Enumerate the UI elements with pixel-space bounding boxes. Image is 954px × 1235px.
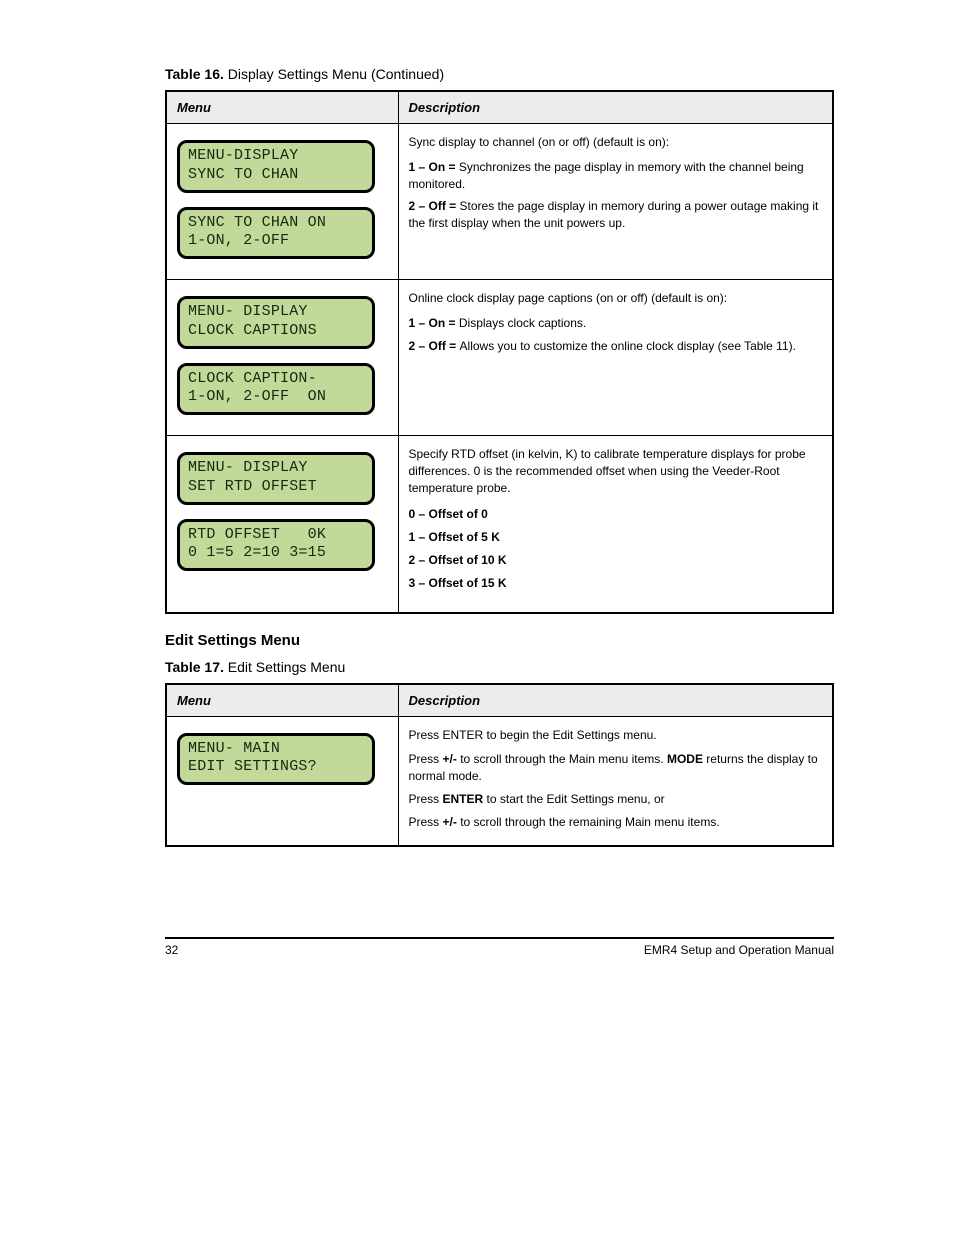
edit-settings-heading: Edit Settings Menu <box>165 632 834 649</box>
table-row: MENU- DISPLAY CLOCK CAPTIONS CLOCK CAPTI… <box>166 280 833 436</box>
lcd-screen: MENU-DISPLAY SYNC TO CHAN <box>177 140 375 193</box>
row-description: Press ENTER to begin the Edit Settings m… <box>398 716 833 845</box>
manual-title: EMR4 Setup and Operation Manual <box>644 943 834 957</box>
page-footer: 32 EMR4 Setup and Operation Manual <box>165 943 834 957</box>
lcd-screen: MENU- DISPLAY SET RTD OFFSET <box>177 452 375 505</box>
table-row: MENU-DISPLAY SYNC TO CHAN SYNC TO CHAN O… <box>166 124 833 280</box>
lcd-screen: SYNC TO CHAN ON 1-ON, 2-OFF <box>177 207 375 260</box>
row-description: Specify RTD offset (in kelvin, K) to cal… <box>398 436 833 613</box>
lcd-screen: MENU- DISPLAY CLOCK CAPTIONS <box>177 296 375 349</box>
page-number: 32 <box>165 943 178 957</box>
table-row: MENU- MAIN EDIT SETTINGS? Press ENTER to… <box>166 716 833 845</box>
table17-title-prefix: Table 17. <box>165 659 224 675</box>
edit-settings-table: Menu Description MENU- MAIN EDIT SETTING… <box>165 683 834 847</box>
lcd-screen: MENU- MAIN EDIT SETTINGS? <box>177 733 375 786</box>
table-row: MENU- DISPLAY SET RTD OFFSET RTD OFFSET … <box>166 436 833 613</box>
table17-col1-header: Menu <box>166 684 398 717</box>
table17-col2-header: Description <box>398 684 833 717</box>
row-description: Online clock display page captions (on o… <box>398 280 833 436</box>
table16-col2-header: Description <box>398 91 833 124</box>
footer-rule <box>165 937 834 939</box>
lcd-screen: CLOCK CAPTION- 1-ON, 2-OFF ON <box>177 363 375 416</box>
table16-col1-header: Menu <box>166 91 398 124</box>
table16-title-rest: Display Settings Menu (Continued) <box>224 66 444 82</box>
lcd-screen: RTD OFFSET 0K 0 1=5 2=10 3=15 <box>177 519 375 572</box>
row-description: Sync display to channel (on or off) (def… <box>398 124 833 280</box>
table16-title-prefix: Table 16. <box>165 66 224 82</box>
display-settings-table: Menu Description MENU-DISPLAY SYNC TO CH… <box>165 90 834 614</box>
table17-title-rest: Edit Settings Menu <box>224 659 345 675</box>
